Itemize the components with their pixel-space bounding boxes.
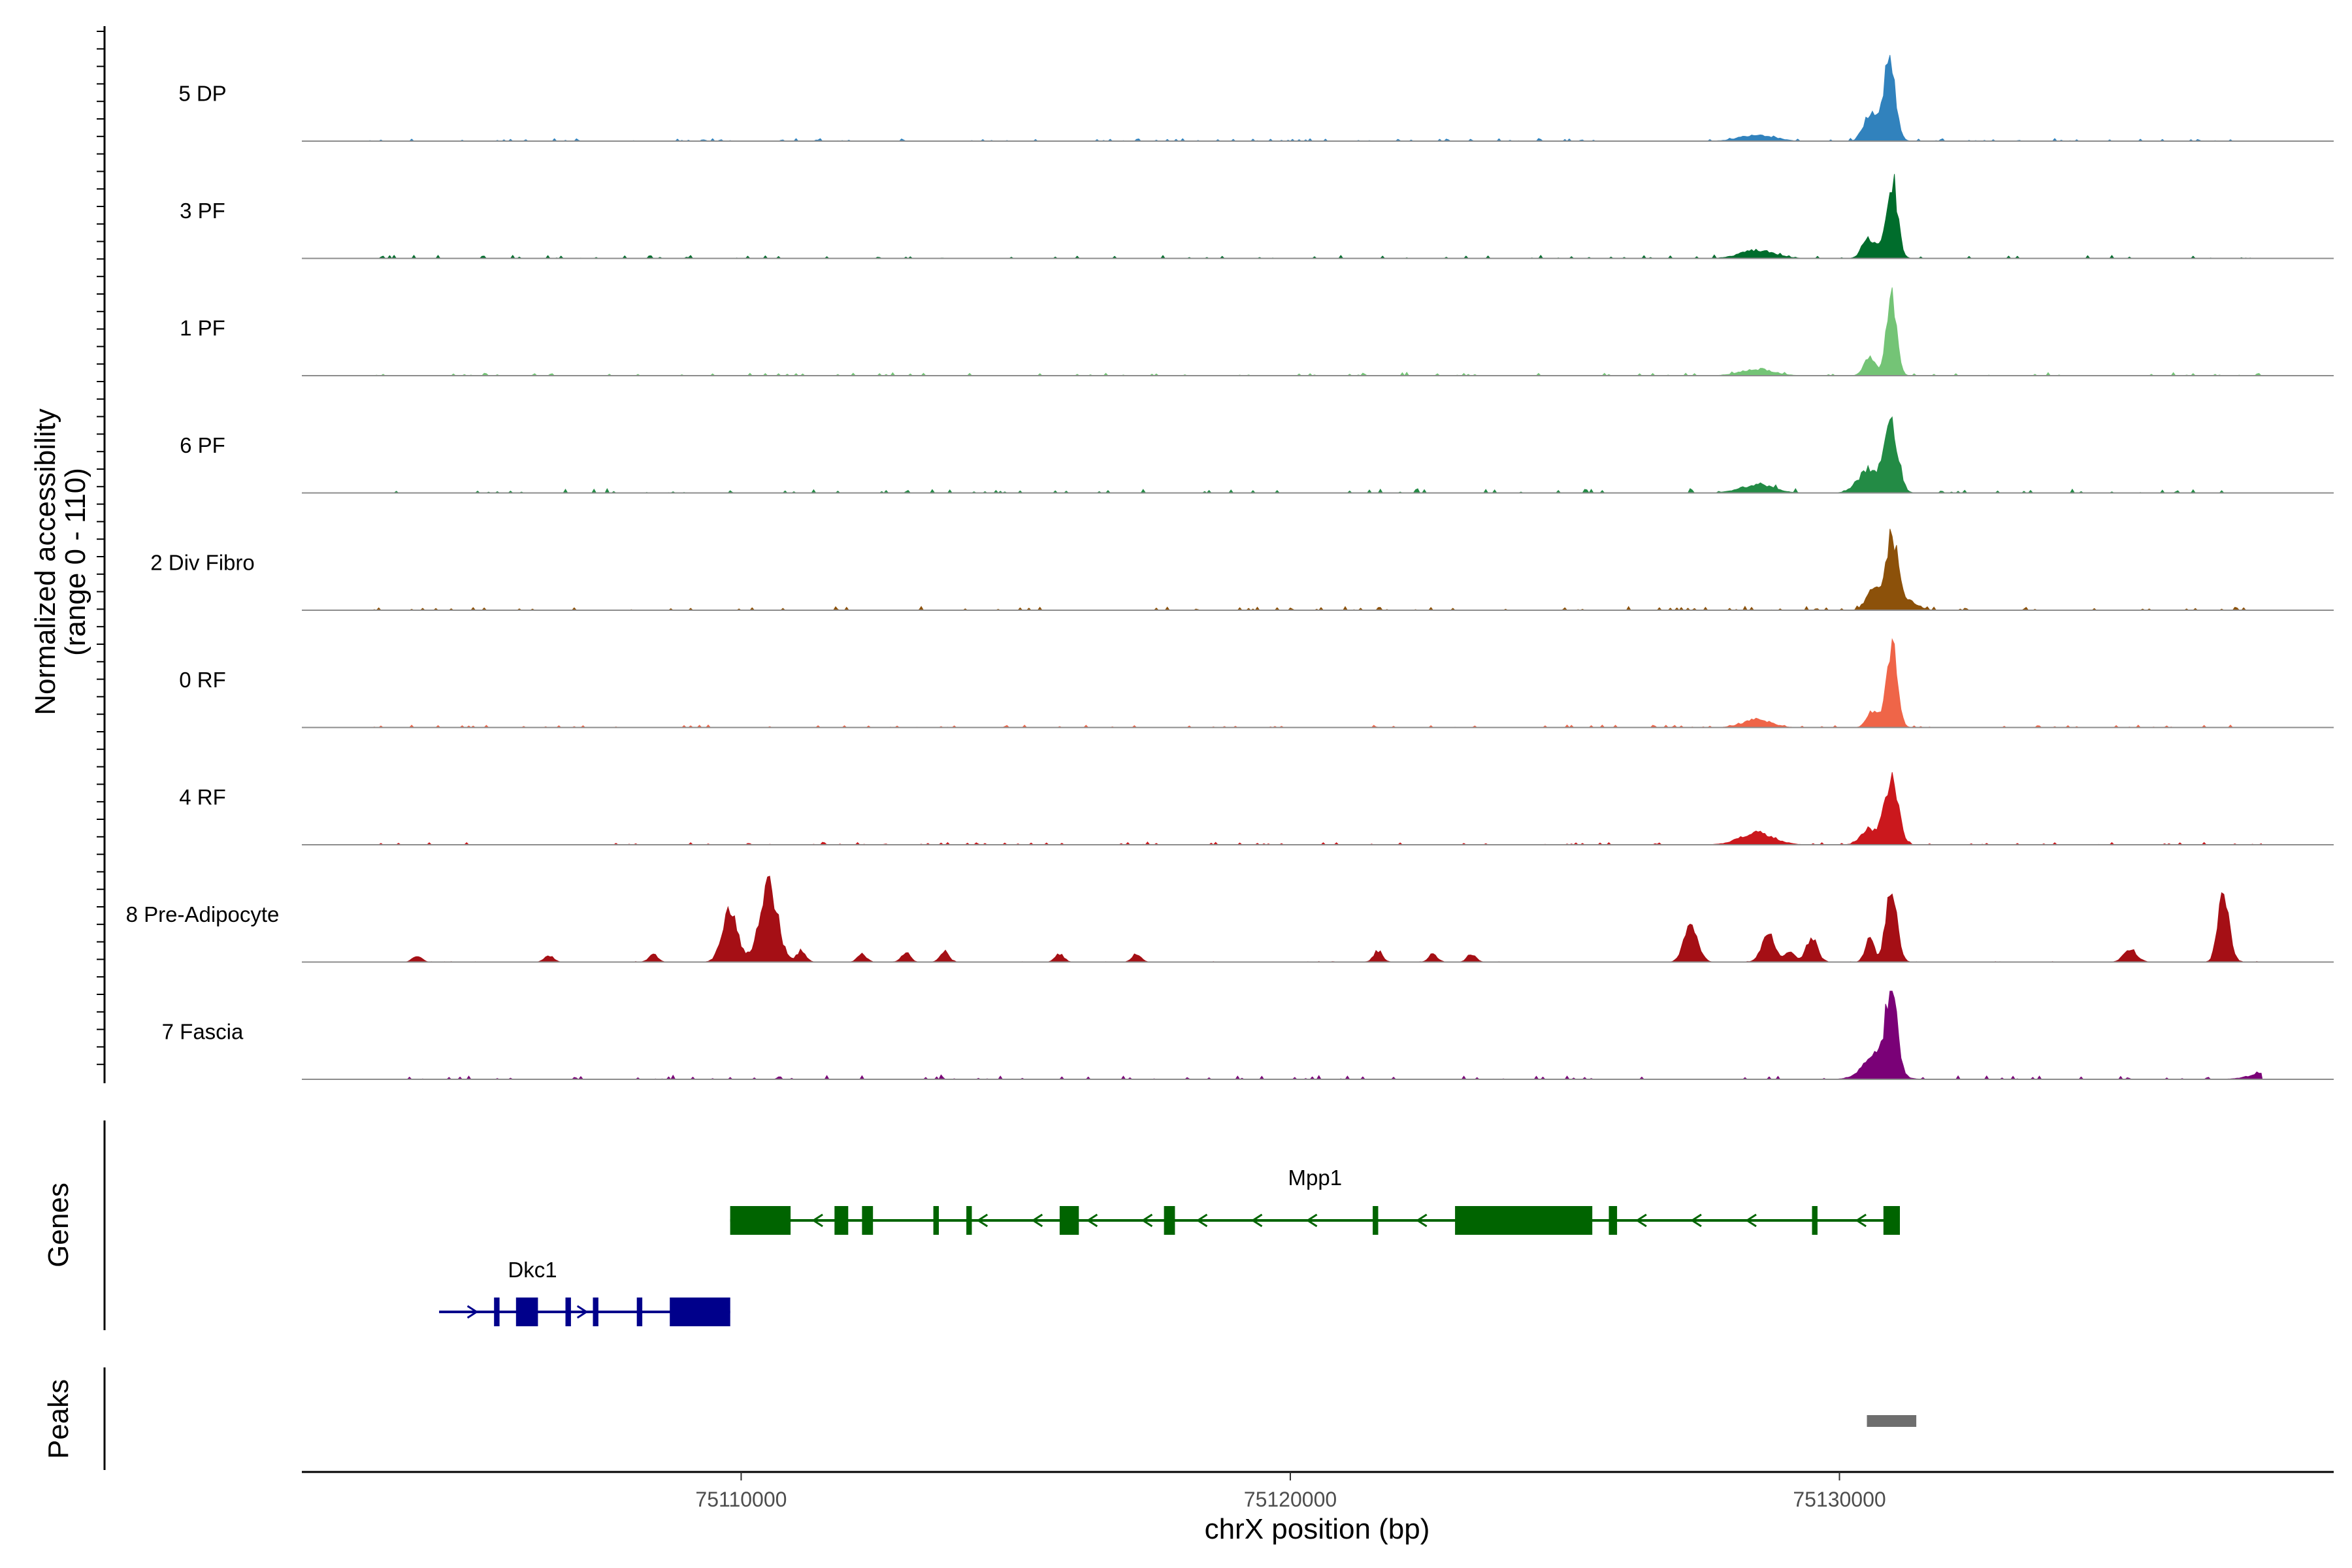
gene-annotations: Mpp1 Dkc1 [439, 1166, 1900, 1326]
strand-arrow [811, 1213, 823, 1228]
gene-exon [515, 1298, 538, 1326]
strand-arrow [976, 1213, 988, 1228]
gene-exon [670, 1298, 730, 1326]
gene-exon [636, 1298, 643, 1326]
coverage-track [302, 287, 2334, 376]
peaks-axis-title: Peaks [42, 1379, 74, 1459]
coverage-tracks [302, 55, 2334, 1080]
strand-arrow [1031, 1213, 1043, 1228]
strand-arrow [1250, 1213, 1263, 1228]
strand-arrow [1745, 1213, 1757, 1228]
gene-model: Mpp1 [730, 1166, 1900, 1235]
coverage-area [302, 772, 2263, 845]
track-label: 4 RF [179, 785, 226, 809]
track-label: 7 Fascia [162, 1020, 244, 1044]
strand-arrow [1141, 1213, 1153, 1228]
track-label: 6 PF [180, 433, 225, 457]
gene-exon [1164, 1206, 1175, 1235]
coverage-track [302, 638, 2334, 728]
coverage-area [302, 875, 2262, 963]
genes-axis-title: Genes [42, 1183, 74, 1267]
track-label: 0 RF [179, 668, 226, 692]
coverage-track [302, 990, 2334, 1080]
gene-exon [730, 1206, 791, 1235]
track-label: 2 Div Fibro [150, 551, 255, 575]
y-axis-ticks [97, 31, 105, 1066]
coverage-track [302, 174, 2334, 259]
strand-arrow [1855, 1213, 1867, 1228]
track-label: 5 DP [178, 82, 226, 106]
coverage-area [302, 287, 2262, 376]
coverage-track [302, 529, 2334, 611]
gene-model: Dkc1 [439, 1258, 730, 1326]
strand-arrow [576, 1305, 589, 1319]
gene-exon [1455, 1206, 1593, 1235]
gene-exon [966, 1206, 972, 1235]
coverage-area [302, 55, 2262, 142]
gene-exon [1373, 1206, 1379, 1235]
gene-exon [834, 1206, 849, 1235]
gene-exon [593, 1298, 598, 1326]
track-label: 8 Pre-Adipocyte [126, 902, 280, 926]
y-axis-title-line2: (range 0 - 110) [59, 468, 91, 656]
y-axis-title-line1: Normalized accessibility [29, 408, 61, 715]
x-tick-label: 75110000 [695, 1488, 787, 1511]
x-axis-ticks: 75110000 75120000 75130000 [695, 1472, 1886, 1511]
gene-exon [862, 1206, 874, 1235]
strand-arrow [1415, 1213, 1428, 1228]
gene-exon [1609, 1206, 1618, 1235]
x-axis-title: chrX position (bp) [1205, 1513, 1430, 1545]
strand-arrow [1305, 1213, 1318, 1228]
strand-arrow [1196, 1213, 1208, 1228]
coverage-area [302, 174, 2262, 259]
coverage-track [302, 875, 2334, 963]
coverage-track [302, 772, 2334, 845]
gene-exon [1059, 1206, 1079, 1235]
coverage-area [302, 529, 2262, 611]
track-label: 3 PF [180, 199, 225, 223]
coverage-track [302, 55, 2334, 142]
gene-name-label: Dkc1 [508, 1258, 557, 1282]
peak-regions [1867, 1415, 1917, 1427]
peak-region [1867, 1415, 1917, 1427]
gene-exon [1883, 1206, 1900, 1235]
gene-exon [565, 1298, 571, 1326]
strand-arrow [1690, 1213, 1702, 1228]
strand-arrow [1086, 1213, 1098, 1228]
x-tick-label: 75120000 [1244, 1488, 1337, 1511]
strand-arrow [1635, 1213, 1647, 1228]
gene-exon [933, 1206, 939, 1235]
gene-exon [1812, 1206, 1818, 1235]
x-tick-label: 75130000 [1793, 1488, 1886, 1511]
coverage-area [302, 416, 2262, 494]
strand-arrow [466, 1305, 479, 1319]
coverage-area [302, 990, 2263, 1080]
coverage-track [302, 416, 2334, 494]
track-labels: 5 DP 3 PF 1 PF 6 PF 2 Div Fibro 0 RF 4 RF 8 Pre… [126, 82, 280, 1044]
coverage-area [302, 638, 2262, 728]
gene-name-label: Mpp1 [1288, 1166, 1343, 1190]
gene-exon [494, 1298, 500, 1326]
track-label: 1 PF [180, 316, 225, 340]
